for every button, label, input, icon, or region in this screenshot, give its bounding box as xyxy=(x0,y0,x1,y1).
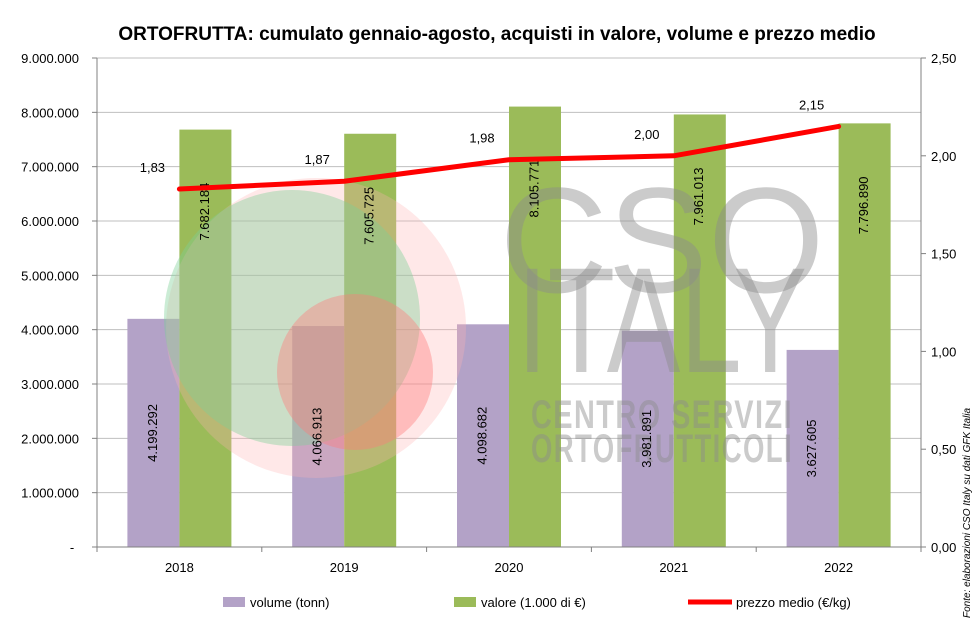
valore-value-label: 7.796.890 xyxy=(856,176,871,234)
volume-bars xyxy=(127,318,839,547)
price-value-label: 1,87 xyxy=(305,152,330,167)
x-axis-ticks: 2018 2019 2020 2021 2022 xyxy=(96,547,922,575)
price-value-label: 1,83 xyxy=(140,160,165,175)
right-tick-label: 2,00 xyxy=(931,149,956,164)
volume-value-label: 4.066.913 xyxy=(310,408,325,466)
bar-value-labels: 4.199.292 7.682.184 4.066.913 7.605.725 4.09… xyxy=(145,160,871,478)
valore-bar xyxy=(673,114,726,547)
right-axis-ticks: 0,00 0,50 1,00 1,50 2,00 2,50 xyxy=(921,51,956,555)
logo-circle-red xyxy=(277,294,433,450)
watermark-ortofrutticoli: ORTOFRUTTICOLI xyxy=(531,427,793,471)
source-note: Fonte: elaborazioni CSO Italy su dati GF… xyxy=(962,407,973,618)
left-tick-label: 6.000.000 xyxy=(21,214,79,229)
watermark-italy: ITALY xyxy=(517,236,807,404)
volume-bar xyxy=(292,326,345,547)
logo-circle-green xyxy=(164,190,420,446)
price-value-label: 2,15 xyxy=(799,97,824,112)
x-tick-label: 2020 xyxy=(495,560,524,575)
valore-value-label: 7.961.013 xyxy=(691,168,706,226)
left-tick-label: 4.000.000 xyxy=(21,323,79,338)
x-tick-label: 2019 xyxy=(330,560,359,575)
axes xyxy=(96,58,922,548)
left-tick-label: 3.000.000 xyxy=(21,377,79,392)
cso-logo-watermark: CSO ITALY CENTRO SERVIZI ORTOFRUTTICOLI xyxy=(164,156,825,478)
left-tick-label: 5.000.000 xyxy=(21,268,79,283)
right-tick-label: 0,50 xyxy=(931,442,956,457)
x-tick-label: 2018 xyxy=(165,560,194,575)
right-tick-label: 0,00 xyxy=(931,540,956,555)
left-tick-label: - xyxy=(70,540,74,555)
volume-value-label: 3.627.605 xyxy=(804,420,819,478)
valore-bar xyxy=(344,133,397,547)
right-tick-label: 1,50 xyxy=(931,247,956,262)
valore-value-label: 7.605.725 xyxy=(362,187,377,245)
x-tick-label: 2021 xyxy=(659,560,688,575)
legend-label-volume: volume (tonn) xyxy=(250,595,329,610)
volume-value-label: 4.098.682 xyxy=(474,407,489,465)
volume-bar xyxy=(621,330,674,547)
right-tick-label: 2,50 xyxy=(931,51,956,66)
valore-value-label: 7.682.184 xyxy=(197,183,212,241)
legend-swatch-valore xyxy=(454,597,476,607)
volume-bar xyxy=(127,318,180,547)
legend: volume (tonn) valore (1.000 di €) prezzo… xyxy=(223,595,851,610)
volume-bar xyxy=(786,349,839,547)
left-tick-label: 2.000.000 xyxy=(21,431,79,446)
volume-value-label: 3.981.891 xyxy=(639,410,654,468)
legend-swatch-volume xyxy=(223,597,245,607)
price-value-label: 2,00 xyxy=(634,127,659,142)
x-tick-label: 2022 xyxy=(824,560,853,575)
valore-bars xyxy=(179,106,891,548)
valore-bar xyxy=(838,123,891,547)
right-tick-label: 1,00 xyxy=(931,344,956,359)
chart-title: ORTOFRUTTA: cumulato gennaio-agosto, acq… xyxy=(118,24,875,45)
volume-value-label: 4.199.292 xyxy=(145,404,160,462)
left-tick-label: 8.000.000 xyxy=(21,105,79,120)
volume-bar xyxy=(457,324,509,547)
watermark-centro-servizi: CENTRO SERVIZI xyxy=(531,393,793,437)
legend-label-prezzo: prezzo medio (€/kg) xyxy=(736,595,851,610)
price-line: 1,83 1,87 1,98 2,00 2,15 xyxy=(140,97,842,192)
left-tick-label: 9.000.000 xyxy=(21,51,79,66)
price-series-line xyxy=(176,123,842,192)
watermark-cso: CSO xyxy=(499,156,824,324)
valore-bar xyxy=(509,106,561,548)
logo-circle-pink xyxy=(166,178,466,478)
left-axis-ticks: - 1.000.000 2.000.000 3.000.000 4.000.000 5.0… xyxy=(21,51,97,555)
valore-value-label: 8.105.771 xyxy=(526,160,541,218)
valore-bar xyxy=(179,129,232,548)
left-tick-label: 7.000.000 xyxy=(21,160,79,175)
price-value-label: 1,98 xyxy=(469,131,494,146)
left-tick-label: 1.000.000 xyxy=(21,486,79,501)
legend-label-valore: valore (1.000 di €) xyxy=(481,595,586,610)
